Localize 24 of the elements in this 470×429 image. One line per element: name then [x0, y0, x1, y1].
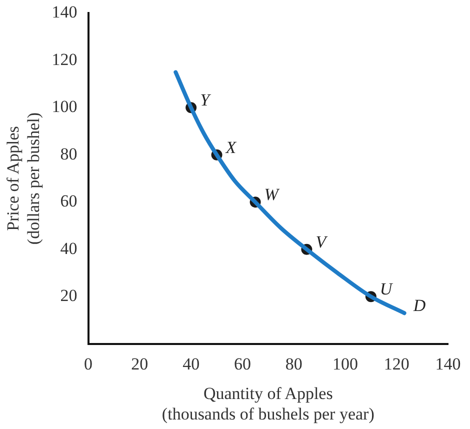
y-tick-label: 80 — [60, 144, 78, 164]
annotation: W — [264, 185, 280, 204]
x-tick-label: 100 — [332, 354, 358, 374]
x-tick-label: 120 — [384, 354, 410, 374]
y-tick-label: 20 — [60, 286, 78, 306]
annotation: D — [412, 296, 426, 316]
x-tick-label: 60 — [234, 354, 251, 374]
annotation: X — [224, 138, 237, 157]
y-tick-label: 140 — [52, 2, 78, 22]
annotation: V — [316, 232, 329, 252]
x-tick-label: 20 — [131, 354, 148, 374]
y-axis-title: Price of Apples (dollars per bushel) — [4, 112, 44, 245]
x-tick-label: 80 — [285, 354, 302, 374]
y-tick-label: 120 — [52, 50, 78, 69]
y-tick-label: 40 — [60, 238, 78, 258]
x-axis-title: Quantity of Apples (thousands of bushels per year) — [162, 384, 374, 424]
x-tick-label: 140 — [435, 354, 461, 374]
y-tick-label: 60 — [60, 192, 78, 211]
y-tick-label: 100 — [52, 97, 78, 116]
annotation: Y — [200, 90, 212, 110]
x-tick-label: 40 — [182, 354, 200, 374]
line-series — [174, 70, 406, 316]
x-tick-label: 0 — [84, 354, 93, 374]
annotation: U — [380, 280, 394, 299]
